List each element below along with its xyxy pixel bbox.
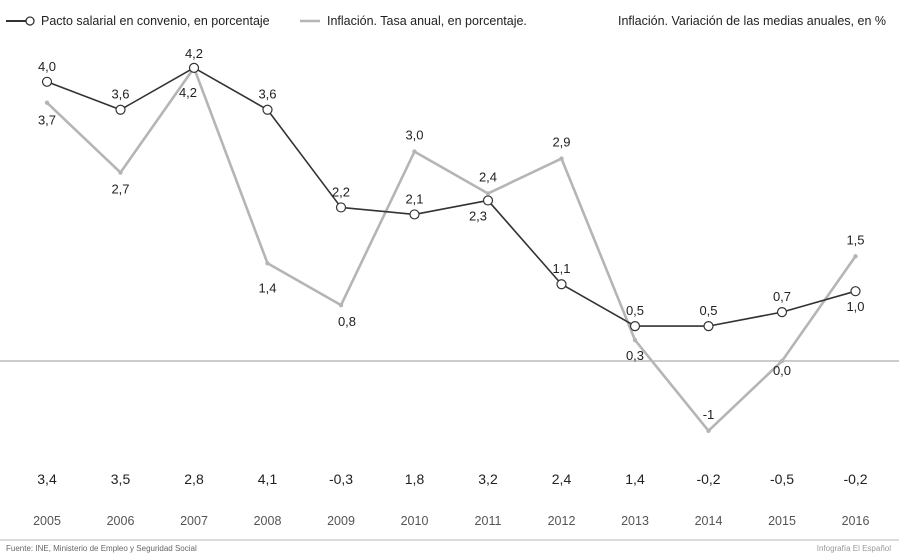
point-inflacion bbox=[632, 337, 638, 343]
x-tick-label: 2005 bbox=[33, 514, 61, 528]
legend: Pacto salarial en convenio, en porcentaj… bbox=[0, 8, 899, 34]
point-inflacion bbox=[779, 358, 785, 364]
data-label-pacto: 2,1 bbox=[405, 191, 423, 206]
series-line-pacto bbox=[46, 67, 856, 327]
data-label-inflacion: 1,4 bbox=[258, 280, 276, 295]
data-label-inflacion: 3,7 bbox=[38, 113, 56, 128]
media-anual-value: -0,2 bbox=[696, 471, 720, 487]
data-label-inflacion: 0,8 bbox=[338, 314, 356, 329]
media-anual-value: 3,5 bbox=[111, 471, 131, 487]
data-label-pacto: 3,6 bbox=[111, 87, 129, 102]
data-label-inflacion: 0,0 bbox=[773, 363, 791, 378]
data-label-inflacion: 4,2 bbox=[179, 85, 197, 100]
media-anual-value: -0,3 bbox=[329, 471, 353, 487]
point-pacto bbox=[188, 62, 200, 73]
x-tick-label: 2010 bbox=[401, 514, 429, 528]
point-pacto bbox=[556, 279, 567, 290]
data-label-inflacion: 2,9 bbox=[552, 135, 570, 150]
data-label-inflacion: 2,7 bbox=[111, 182, 129, 197]
legend-item-inflacion: Inflación. Tasa anual, en porcentaje. bbox=[298, 14, 527, 28]
point-pacto bbox=[409, 209, 420, 220]
x-tick-label: 2006 bbox=[107, 514, 135, 528]
media-anual-value: 1,8 bbox=[405, 471, 425, 487]
media-anual-value: -0,5 bbox=[770, 471, 794, 487]
x-tick-label: 2015 bbox=[768, 514, 796, 528]
x-tick-label: 2011 bbox=[475, 514, 502, 528]
x-tick-label: 2009 bbox=[327, 514, 355, 528]
point-pacto bbox=[482, 195, 494, 206]
point-pacto bbox=[262, 104, 273, 115]
legend-line-circle-icon bbox=[6, 16, 35, 26]
data-label-inflacion: 1,5 bbox=[846, 232, 864, 247]
x-tick-label: 2007 bbox=[180, 514, 208, 528]
point-inflacion bbox=[265, 261, 270, 266]
point-inflacion bbox=[853, 254, 858, 259]
point-inflacion bbox=[118, 170, 123, 175]
legend-item-pacto: Pacto salarial en convenio, en porcentaj… bbox=[6, 14, 270, 28]
source-note: Fuente: INE, Ministerio de Empleo y Segu… bbox=[6, 544, 197, 553]
media-anual-value: 2,8 bbox=[184, 471, 204, 487]
point-pacto bbox=[629, 321, 641, 332]
point-inflacion bbox=[706, 428, 711, 433]
media-anual-value: 1,4 bbox=[625, 471, 645, 487]
data-label-pacto: 0,5 bbox=[626, 303, 644, 318]
media-anual-value: -0,2 bbox=[843, 471, 867, 487]
data-label-pacto: 3,6 bbox=[258, 87, 276, 102]
media-anual-value: 3,2 bbox=[478, 471, 498, 487]
data-label-inflacion: 2,4 bbox=[479, 169, 497, 184]
data-label-pacto: 4,0 bbox=[38, 59, 56, 74]
point-inflacion bbox=[559, 156, 564, 161]
data-label-pacto: 0,7 bbox=[773, 289, 791, 304]
legend-item-media-anual: Inflación. Variación de las medias anual… bbox=[618, 14, 886, 28]
x-tick-label: 2016 bbox=[842, 514, 870, 528]
point-inflacion bbox=[412, 149, 417, 154]
point-inflacion bbox=[338, 302, 344, 308]
media-anual-value: 4,1 bbox=[258, 471, 278, 487]
point-inflacion bbox=[44, 100, 50, 105]
data-label-pacto: 1,0 bbox=[846, 299, 864, 314]
legend-label-pacto: Pacto salarial en convenio, en porcentaj… bbox=[41, 14, 270, 28]
point-pacto bbox=[115, 104, 126, 115]
data-label-pacto: 1,1 bbox=[552, 261, 570, 276]
data-label-inflacion: 0,3 bbox=[626, 348, 644, 363]
x-tick-label: 2008 bbox=[254, 514, 282, 528]
point-pacto bbox=[850, 286, 861, 297]
point-inflacion bbox=[485, 191, 491, 196]
series-line-inflacion bbox=[46, 66, 857, 433]
media-anual-value: 2,4 bbox=[552, 471, 572, 487]
x-tick-label: 2012 bbox=[548, 514, 576, 528]
data-label-pacto: 2,2 bbox=[332, 184, 350, 199]
point-pacto bbox=[41, 76, 53, 87]
legend-label-inflacion: Inflación. Tasa anual, en porcentaje. bbox=[327, 14, 527, 28]
data-label-inflacion: -1 bbox=[703, 407, 715, 422]
data-label-inflacion: 3,0 bbox=[405, 128, 423, 143]
point-pacto bbox=[703, 321, 714, 332]
x-tick-label: 2014 bbox=[695, 514, 723, 528]
legend-line-icon bbox=[300, 19, 320, 23]
media-anual-value: 3,4 bbox=[37, 471, 57, 487]
data-label-pacto: 2,3 bbox=[469, 208, 487, 223]
legend-label-media-anual: Inflación. Variación de las medias anual… bbox=[618, 14, 886, 28]
point-pacto bbox=[776, 307, 788, 318]
point-pacto bbox=[335, 202, 347, 213]
credit-note: Infografía El Español bbox=[816, 544, 891, 553]
data-label-pacto: 4,2 bbox=[185, 46, 203, 61]
x-tick-label: 2013 bbox=[621, 514, 649, 528]
data-label-pacto: 0,5 bbox=[699, 303, 717, 318]
